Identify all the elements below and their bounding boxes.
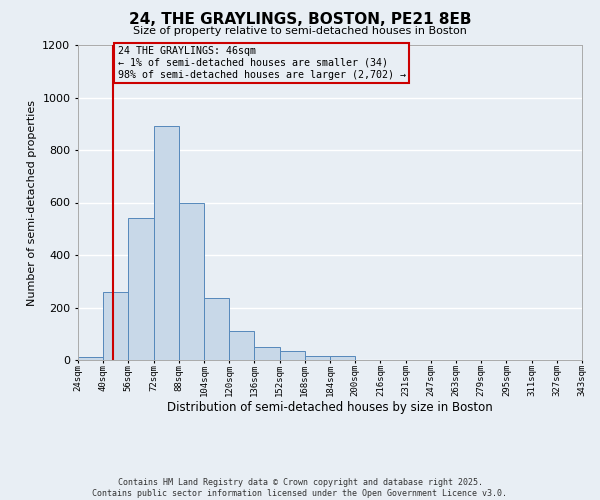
Bar xyxy=(280,351,305,360)
Bar xyxy=(128,218,154,360)
X-axis label: Distribution of semi-detached houses by size in Boston: Distribution of semi-detached houses by … xyxy=(167,400,493,413)
Bar xyxy=(254,347,280,360)
Text: 24, THE GRAYLINGS, BOSTON, PE21 8EB: 24, THE GRAYLINGS, BOSTON, PE21 8EB xyxy=(129,12,471,28)
Text: 24 THE GRAYLINGS: 46sqm
← 1% of semi-detached houses are smaller (34)
98% of sem: 24 THE GRAYLINGS: 46sqm ← 1% of semi-det… xyxy=(118,46,406,80)
Bar xyxy=(103,292,128,360)
Y-axis label: Number of semi-detached properties: Number of semi-detached properties xyxy=(26,100,37,306)
Bar xyxy=(330,356,355,360)
Bar xyxy=(78,358,103,360)
Bar xyxy=(204,298,229,360)
Text: Contains HM Land Registry data © Crown copyright and database right 2025.
Contai: Contains HM Land Registry data © Crown c… xyxy=(92,478,508,498)
Bar xyxy=(305,356,330,360)
Text: Size of property relative to semi-detached houses in Boston: Size of property relative to semi-detach… xyxy=(133,26,467,36)
Bar xyxy=(179,202,204,360)
Bar xyxy=(229,331,254,360)
Bar xyxy=(154,126,179,360)
